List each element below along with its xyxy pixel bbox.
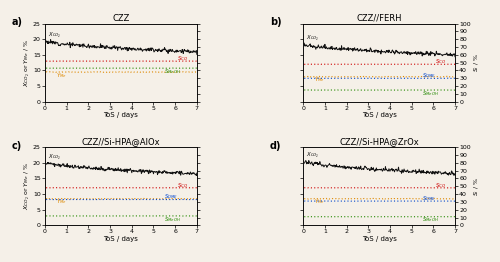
Text: c): c) xyxy=(12,141,22,151)
Y-axis label: $X_{CO_2}$ or $Y_{Me}$ / %: $X_{CO_2}$ or $Y_{Me}$ / % xyxy=(22,39,32,86)
Text: $S_{MeOH}$: $S_{MeOH}$ xyxy=(422,89,440,98)
Text: $X_{CO_2}$: $X_{CO_2}$ xyxy=(48,30,62,40)
X-axis label: ToS / days: ToS / days xyxy=(362,112,396,118)
Text: $S_{MeOH}$: $S_{MeOH}$ xyxy=(422,215,440,224)
Y-axis label: $S_i$ / %: $S_i$ / % xyxy=(472,53,481,72)
Text: $X_{CO_2}$: $X_{CO_2}$ xyxy=(48,152,62,162)
Text: $S_{CO}$: $S_{CO}$ xyxy=(436,181,446,189)
Text: $S_{MeOH}$: $S_{MeOH}$ xyxy=(164,67,182,76)
Text: b): b) xyxy=(270,17,281,27)
Text: $Y_{Me}$: $Y_{Me}$ xyxy=(56,71,66,80)
Y-axis label: $S_i$ / %: $S_i$ / % xyxy=(472,177,481,196)
X-axis label: ToS / days: ToS / days xyxy=(104,112,138,118)
Text: $Y_{Me}$: $Y_{Me}$ xyxy=(56,198,66,206)
Text: $S_{CO}$: $S_{CO}$ xyxy=(178,181,188,189)
Title: CZZ: CZZ xyxy=(112,14,130,23)
Text: $S_{DME}$: $S_{DME}$ xyxy=(164,192,178,201)
Text: $S_{CO}$: $S_{CO}$ xyxy=(178,54,188,63)
Text: $Y_{Me}$: $Y_{Me}$ xyxy=(314,75,325,84)
Text: $Y_{Me}$: $Y_{Me}$ xyxy=(314,198,325,206)
X-axis label: ToS / days: ToS / days xyxy=(362,236,396,242)
Text: $S_{DME}$: $S_{DME}$ xyxy=(422,194,436,203)
Title: CZZ//FERH: CZZ//FERH xyxy=(356,14,402,23)
Text: $S_{DME}$: $S_{DME}$ xyxy=(422,71,436,80)
Text: d): d) xyxy=(270,141,281,151)
Text: $S_{CO}$: $S_{CO}$ xyxy=(436,57,446,66)
Text: $X_{CO_2}$: $X_{CO_2}$ xyxy=(306,151,320,160)
Title: CZZ//Si-HPA@AlOx: CZZ//Si-HPA@AlOx xyxy=(82,137,160,146)
Text: $X_{CO_2}$: $X_{CO_2}$ xyxy=(306,34,320,43)
Text: $S_{MeOH}$: $S_{MeOH}$ xyxy=(164,215,182,223)
X-axis label: ToS / days: ToS / days xyxy=(104,236,138,242)
Text: a): a) xyxy=(12,17,22,27)
Title: CZZ//Si-HPA@ZrOx: CZZ//Si-HPA@ZrOx xyxy=(339,137,419,146)
Y-axis label: $X_{CO_2}$ or $Y_{Me}$ / %: $X_{CO_2}$ or $Y_{Me}$ / % xyxy=(22,162,32,210)
